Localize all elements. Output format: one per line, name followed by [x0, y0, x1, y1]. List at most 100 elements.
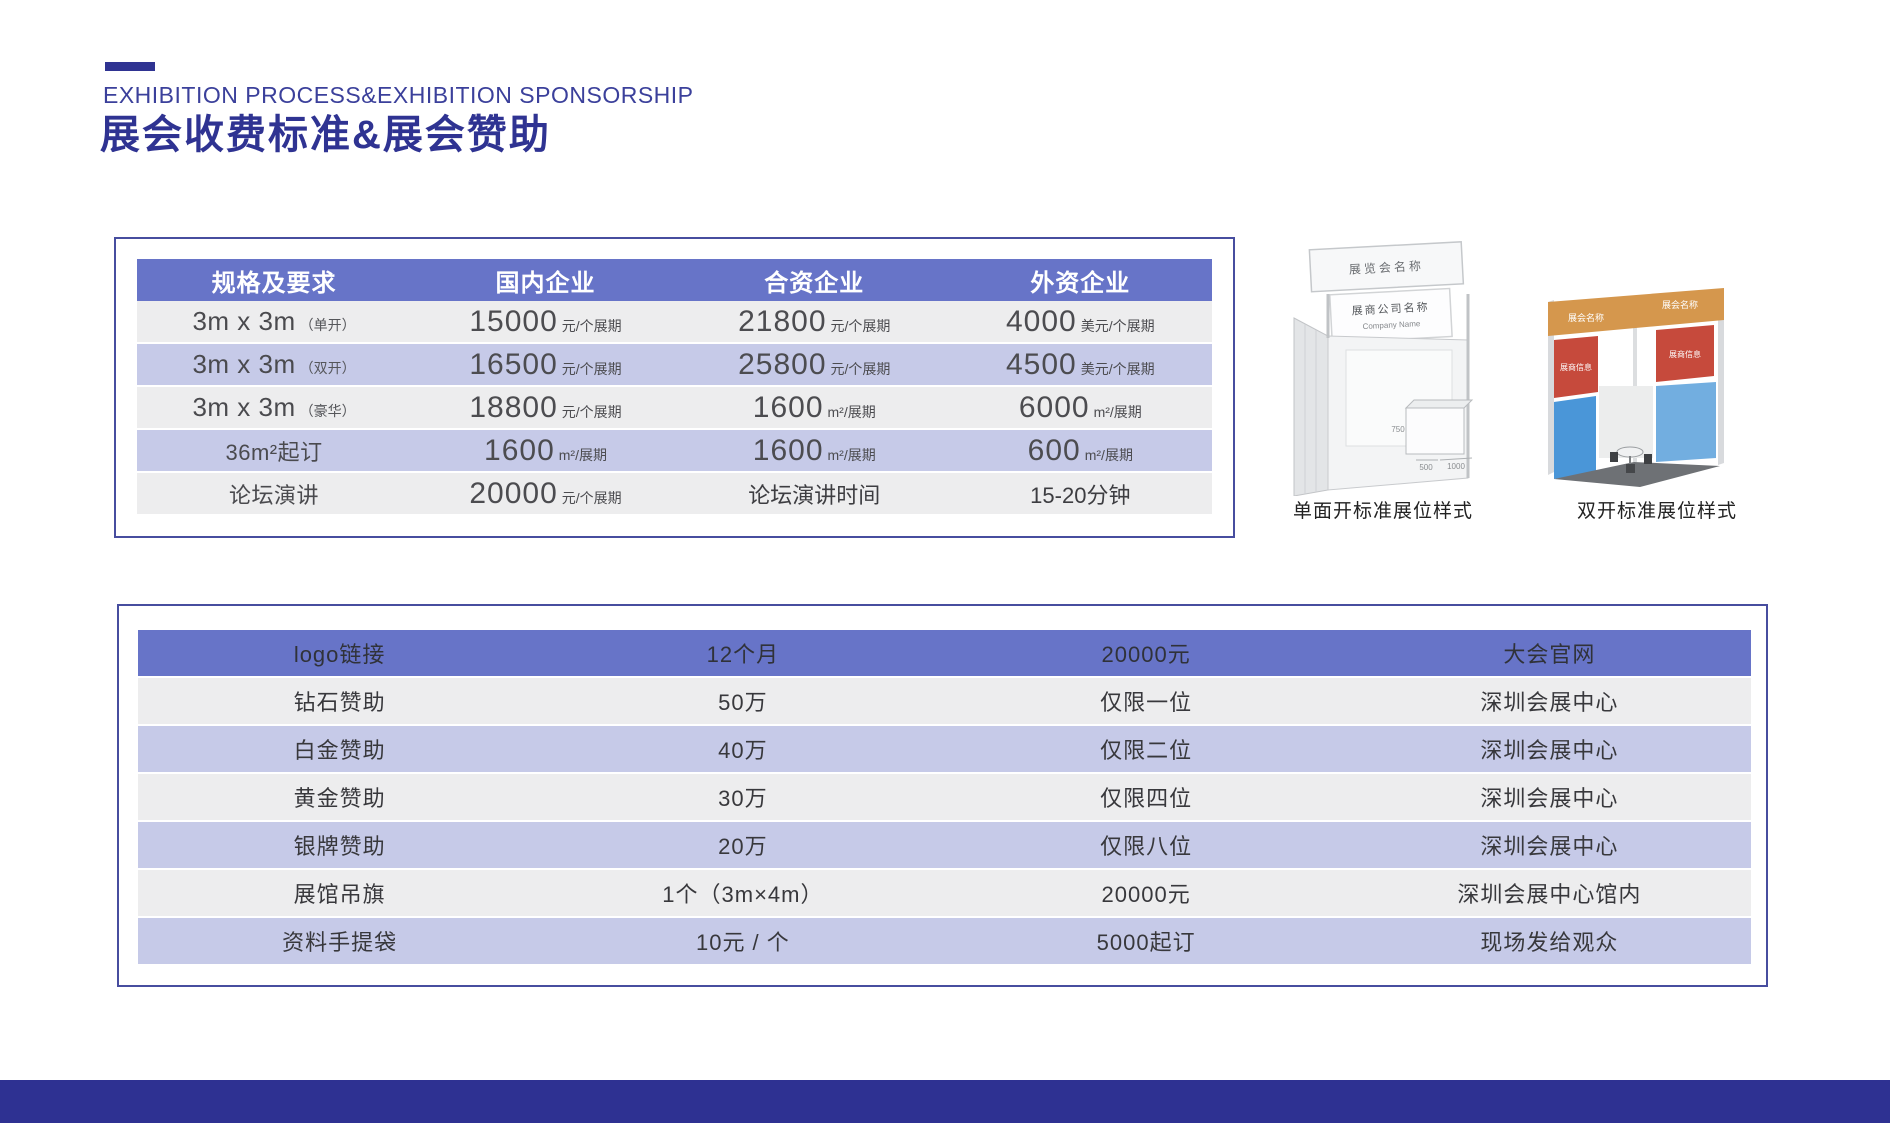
- booth-image-double-open: 展会名称 展会名称 展商信息 展商信息: [1548, 288, 1724, 487]
- cell-text: 论坛演讲时间: [748, 482, 881, 508]
- sponsor-amount: 30万: [718, 786, 768, 811]
- price-cell: 20000 元/个展期: [411, 477, 680, 511]
- price-cell: 18800 元/个展期: [411, 391, 680, 425]
- column-header: logo链接: [293, 642, 386, 667]
- price-value: 6000: [1018, 390, 1090, 424]
- table-row: 黄金赞助 30万 仅限四位 深圳会展中心: [138, 774, 1751, 822]
- sponsor-tier: 黄金赞助: [293, 786, 386, 811]
- price-cell: 6000 m²/展期: [949, 391, 1212, 425]
- sponsor-amount: 20万: [718, 834, 768, 859]
- column-header: 20000元: [1101, 642, 1191, 667]
- price-value: 1600: [752, 390, 824, 424]
- price-cell: 1600 m²/展期: [680, 391, 949, 425]
- booth-caption-single-open: 单面开标准展位样式: [1292, 501, 1473, 522]
- price-cell: 600 m²/展期: [949, 434, 1212, 468]
- price-cell: 16500 元/个展期: [411, 348, 680, 382]
- page-title: 展会收费标准&展会赞助: [100, 113, 551, 157]
- price-value: 21800: [738, 304, 827, 338]
- table-row: 3m x 3m （豪华） 18800 元/个展期 1600 m²/展期 6000 m²/…: [137, 387, 1212, 430]
- booth-sign-exhibition-name: 展览会名称: [1349, 258, 1425, 277]
- spec-label: 3m x 3m: [192, 349, 296, 379]
- spec-cell: 3m x 3m （双开）: [137, 349, 411, 380]
- sponsor-amount: 50万: [718, 690, 768, 715]
- spec-label: 3m x 3m: [192, 392, 296, 422]
- price-unit: 元/个展期: [561, 317, 622, 334]
- sponsor-venue: 深圳会展中心馆内: [1457, 882, 1642, 907]
- sponsor-tier: 钻石赞助: [293, 690, 386, 715]
- column-header: 12个月: [706, 642, 780, 667]
- price-value: 16500: [469, 347, 558, 381]
- sponsor-tier: 资料手提袋: [282, 930, 398, 955]
- sponsor-limit: 仅限八位: [1100, 834, 1193, 859]
- spec-cell: 36m²起订: [137, 435, 411, 467]
- table-row: 3m x 3m （双开） 16500 元/个展期 25800 元/个展期 4500 美元…: [137, 344, 1212, 387]
- text-cell: 15-20分钟: [949, 478, 1212, 510]
- booth-panel-label: 展商信息: [1669, 349, 1701, 359]
- sponsor-amount: 10元 / 个: [695, 930, 790, 955]
- price-value: 4000: [1005, 304, 1077, 338]
- price-value: 1600: [752, 433, 824, 467]
- price-unit: 元/个展期: [830, 317, 891, 334]
- price-unit: 元/个展期: [561, 360, 622, 377]
- table-row: 展馆吊旗 1个（3m×4m） 20000元 深圳会展中心馆内: [138, 870, 1751, 918]
- price-unit: 元/个展期: [561, 403, 622, 420]
- spec-note: （双开）: [299, 360, 356, 376]
- sponsor-limit: 仅限二位: [1100, 738, 1193, 763]
- booth-band-label: 展会名称: [1662, 299, 1698, 310]
- cell-text: 15-20分钟: [1030, 482, 1131, 508]
- price-unit: m²/展期: [827, 403, 876, 420]
- table-row: 白金赞助 40万 仅限二位 深圳会展中心: [138, 726, 1751, 774]
- pricing-panel: 规格及要求 国内企业 合资企业 外资企业 3m x 3m （单开） 15000 元/…: [114, 237, 1235, 538]
- column-header: 合资企业: [764, 269, 865, 297]
- booth-image-single-open: 展览会名称 展商公司名称 Company Name 750 500 1000: [1293, 241, 1474, 496]
- sponsor-venue: 深圳会展中心: [1480, 834, 1619, 859]
- sponsor-venue: 深圳会展中心: [1480, 786, 1619, 811]
- price-unit: 美元/个展期: [1080, 360, 1155, 377]
- table-row: 银牌赞助 20万 仅限八位 深圳会展中心: [138, 822, 1751, 870]
- table-row: 论坛演讲 20000 元/个展期 论坛演讲时间 15-20分钟: [137, 473, 1212, 516]
- column-header: 国内企业: [495, 269, 596, 297]
- price-value: 1600: [484, 433, 555, 467]
- booth-dimension-label: 1000: [1447, 462, 1465, 471]
- footer-bar: [0, 1080, 1890, 1123]
- price-unit: 美元/个展期: [1080, 317, 1155, 334]
- column-header: 大会官网: [1503, 642, 1596, 667]
- price-value: 18800: [469, 390, 558, 424]
- price-cell: 1600 m²/展期: [680, 434, 949, 468]
- sponsorship-panel: logo链接 12个月 20000元 大会官网 钻石赞助 50万 仅限一位 深圳…: [117, 604, 1768, 987]
- sponsor-amount: 1个（3m×4m）: [662, 882, 824, 907]
- table-row: 资料手提袋 10元 / 个 5000起订 现场发给观众: [138, 918, 1751, 966]
- accent-dash: [105, 62, 155, 71]
- sponsor-limit: 仅限四位: [1100, 786, 1193, 811]
- sponsor-venue: 现场发给观众: [1480, 930, 1619, 955]
- spec-label: 3m x 3m: [192, 306, 296, 336]
- text-cell: 论坛演讲时间: [680, 478, 949, 510]
- booth-sign-company-name: 展商公司名称: [1351, 300, 1430, 318]
- price-unit: m²/展期: [1093, 403, 1142, 420]
- booth-band-label: 展会名称: [1568, 312, 1604, 323]
- table-row: 36m²起订 1600 m²/展期 1600 m²/展期 600 m²/展期: [137, 430, 1212, 473]
- sponsor-amount: 40万: [718, 738, 768, 763]
- sponsor-venue: 深圳会展中心: [1480, 738, 1619, 763]
- booth-sign-company-name-en: Company Name: [1362, 319, 1421, 331]
- price-value: 25800: [738, 347, 827, 381]
- price-cell: 21800 元/个展期: [680, 305, 949, 339]
- booth-caption-double-open: 双开标准展位样式: [1576, 501, 1737, 522]
- spec-note: （豪华）: [299, 403, 356, 419]
- sponsor-venue: 深圳会展中心: [1480, 690, 1619, 715]
- spec-label: 36m²起订: [225, 439, 323, 465]
- sponsor-limit: 20000元: [1101, 882, 1191, 907]
- sponsorship-table: logo链接 12个月 20000元 大会官网 钻石赞助 50万 仅限一位 深圳…: [138, 630, 1751, 966]
- spec-cell: 3m x 3m （单开）: [137, 306, 411, 337]
- price-unit: 元/个展期: [830, 360, 891, 377]
- sponsor-tier: 银牌赞助: [293, 834, 386, 859]
- price-cell: 4500 美元/个展期: [949, 348, 1212, 382]
- sponsor-tier: 白金赞助: [293, 738, 386, 763]
- booth-dimension-label: 750: [1391, 425, 1405, 434]
- table-row: 3m x 3m （单开） 15000 元/个展期 21800 元/个展期 4000 美元…: [137, 301, 1212, 344]
- pricing-table-header-row: 规格及要求 国内企业 合资企业 外资企业: [137, 259, 1212, 301]
- sponsorship-table-header-row: logo链接 12个月 20000元 大会官网: [138, 630, 1751, 678]
- price-cell: 4000 美元/个展期: [949, 305, 1212, 339]
- sponsor-tier: 展馆吊旗: [293, 882, 386, 907]
- booth-panel-label: 展商信息: [1560, 362, 1592, 372]
